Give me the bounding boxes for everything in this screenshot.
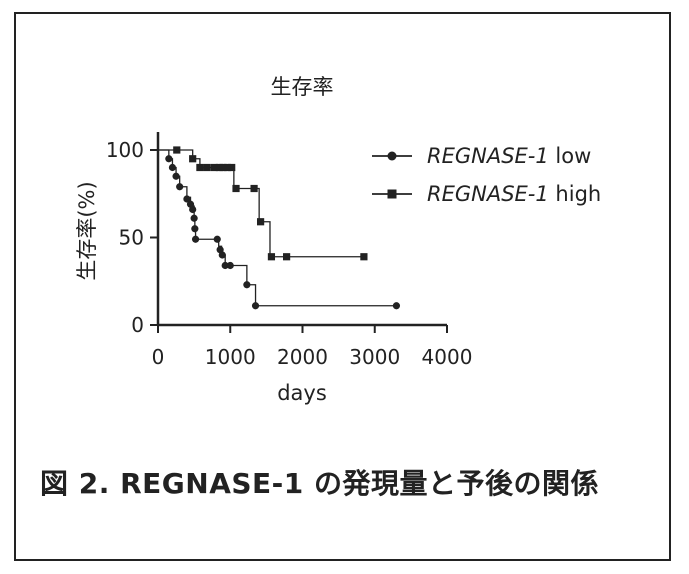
x-tick-label: 2000 bbox=[277, 345, 328, 369]
legend: REGNASE-1 low REGNASE-1 high bbox=[372, 144, 601, 206]
data-point-low bbox=[183, 195, 191, 203]
data-point-high bbox=[196, 163, 204, 172]
data-point-low bbox=[226, 261, 234, 270]
x-tick-label: 0 bbox=[152, 345, 165, 369]
data-point-low bbox=[168, 163, 177, 172]
data-point-high bbox=[223, 163, 231, 172]
legend-label-high: REGNASE-1 high bbox=[427, 182, 601, 206]
data-point-high bbox=[360, 253, 368, 261]
data-point-high bbox=[256, 218, 265, 226]
data-point-high bbox=[283, 253, 291, 261]
legend-marker-low bbox=[387, 151, 397, 161]
x-tick-label: 4000 bbox=[422, 345, 473, 369]
data-point-high bbox=[267, 253, 276, 261]
x-tick-label: 3000 bbox=[349, 345, 400, 369]
y-tick-label: 100 bbox=[106, 138, 144, 162]
legend-marker-high bbox=[387, 189, 397, 199]
data-point-low bbox=[218, 251, 226, 259]
data-point-low bbox=[176, 183, 184, 191]
legend-high-suffix: high bbox=[549, 182, 601, 206]
chart-title: 生存率 bbox=[271, 75, 334, 99]
data-point-low bbox=[221, 261, 229, 270]
data-point-low bbox=[172, 172, 180, 180]
data-point-low bbox=[213, 235, 221, 243]
data-point-high bbox=[215, 163, 224, 172]
data-point-low bbox=[190, 214, 198, 222]
y-axis-label: 生存率(%) bbox=[75, 181, 99, 280]
legend-label-low: REGNASE-1 low bbox=[427, 144, 591, 168]
data-point-high bbox=[210, 163, 218, 172]
data-point-low bbox=[191, 235, 200, 243]
data-point-low bbox=[165, 155, 173, 163]
data-point-high bbox=[173, 146, 181, 154]
data-point-high bbox=[189, 155, 197, 163]
data-point-low bbox=[243, 281, 251, 289]
data-point-high bbox=[219, 163, 227, 172]
figure-caption: 図 2. REGNASE-1 の発現量と予後の関係 bbox=[40, 467, 600, 500]
y-tick-label: 0 bbox=[131, 313, 144, 337]
legend-low-gene: REGNASE-1 bbox=[427, 144, 549, 168]
data-point-low bbox=[392, 302, 401, 310]
x-axis-label: days bbox=[277, 381, 327, 405]
x-tick-label: 1000 bbox=[205, 345, 256, 369]
data-point-high bbox=[228, 163, 236, 172]
legend-low-suffix: low bbox=[549, 144, 592, 168]
data-point-high bbox=[203, 163, 211, 172]
data-point-low bbox=[251, 302, 260, 310]
data-point-low bbox=[191, 225, 199, 233]
figure-frame bbox=[14, 12, 671, 561]
data-point-high bbox=[250, 184, 258, 193]
y-tick-label: 50 bbox=[119, 226, 144, 250]
legend-high-gene: REGNASE-1 bbox=[427, 182, 549, 206]
data-point-high bbox=[232, 184, 240, 193]
data-point-low bbox=[189, 205, 197, 214]
